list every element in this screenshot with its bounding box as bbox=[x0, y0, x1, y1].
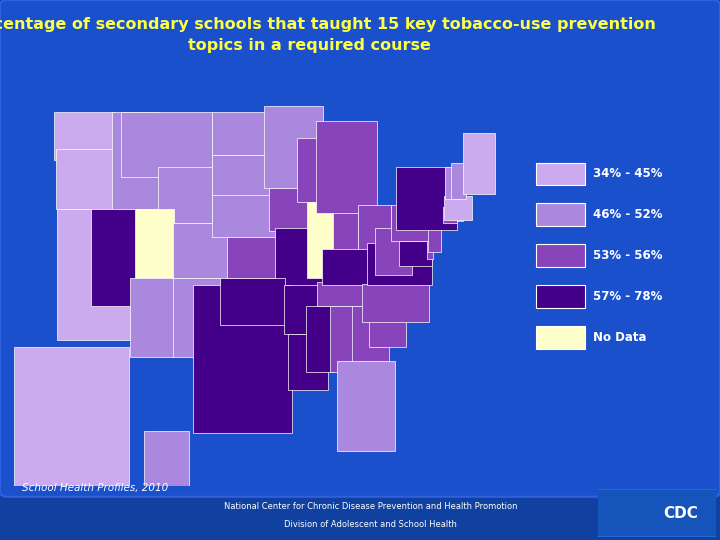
FancyBboxPatch shape bbox=[14, 347, 129, 486]
Bar bbox=[536, 285, 585, 308]
FancyBboxPatch shape bbox=[297, 138, 343, 202]
FancyBboxPatch shape bbox=[275, 228, 325, 292]
FancyBboxPatch shape bbox=[322, 249, 380, 285]
FancyBboxPatch shape bbox=[91, 209, 136, 306]
Text: No Data: No Data bbox=[593, 330, 647, 343]
FancyBboxPatch shape bbox=[369, 303, 406, 347]
FancyBboxPatch shape bbox=[397, 167, 456, 230]
FancyBboxPatch shape bbox=[54, 112, 114, 160]
FancyBboxPatch shape bbox=[427, 239, 433, 259]
FancyBboxPatch shape bbox=[144, 430, 189, 486]
FancyBboxPatch shape bbox=[192, 285, 292, 433]
FancyBboxPatch shape bbox=[135, 209, 174, 278]
Text: 57% - 78%: 57% - 78% bbox=[593, 290, 662, 303]
FancyBboxPatch shape bbox=[227, 237, 284, 278]
Text: Division of Adolescent and School Health: Division of Adolescent and School Health bbox=[284, 520, 457, 529]
Text: School Health Profiles, 2010: School Health Profiles, 2010 bbox=[22, 483, 168, 494]
Bar bbox=[536, 163, 585, 185]
FancyBboxPatch shape bbox=[399, 241, 432, 266]
FancyBboxPatch shape bbox=[456, 209, 463, 221]
Text: CDC: CDC bbox=[663, 505, 698, 521]
FancyBboxPatch shape bbox=[212, 112, 269, 155]
Text: topics in a required course: topics in a required course bbox=[188, 38, 431, 53]
FancyBboxPatch shape bbox=[337, 361, 395, 451]
Bar bbox=[536, 326, 585, 348]
FancyBboxPatch shape bbox=[451, 163, 466, 199]
FancyBboxPatch shape bbox=[112, 112, 159, 209]
FancyBboxPatch shape bbox=[212, 155, 269, 202]
FancyBboxPatch shape bbox=[444, 197, 472, 220]
Text: National Center for Chronic Disease Prevention and Health Promotion: National Center for Chronic Disease Prev… bbox=[224, 502, 518, 511]
Text: 53% - 56%: 53% - 56% bbox=[593, 249, 663, 262]
FancyBboxPatch shape bbox=[362, 284, 429, 322]
FancyBboxPatch shape bbox=[55, 149, 117, 209]
FancyBboxPatch shape bbox=[174, 222, 228, 278]
FancyBboxPatch shape bbox=[375, 228, 413, 275]
FancyBboxPatch shape bbox=[316, 122, 377, 213]
FancyBboxPatch shape bbox=[443, 207, 457, 222]
FancyBboxPatch shape bbox=[306, 306, 333, 373]
FancyBboxPatch shape bbox=[289, 334, 328, 390]
FancyBboxPatch shape bbox=[269, 188, 318, 231]
Text: Percentage of secondary schools that taught 15 key tobacco-use prevention: Percentage of secondary schools that tau… bbox=[0, 17, 656, 32]
FancyBboxPatch shape bbox=[445, 167, 459, 199]
FancyBboxPatch shape bbox=[352, 306, 389, 369]
FancyBboxPatch shape bbox=[307, 202, 338, 278]
FancyBboxPatch shape bbox=[330, 306, 358, 373]
FancyBboxPatch shape bbox=[121, 112, 212, 177]
FancyBboxPatch shape bbox=[333, 212, 359, 267]
FancyBboxPatch shape bbox=[220, 278, 285, 325]
FancyBboxPatch shape bbox=[174, 278, 220, 357]
FancyBboxPatch shape bbox=[212, 195, 279, 237]
FancyBboxPatch shape bbox=[366, 244, 431, 285]
FancyBboxPatch shape bbox=[463, 132, 495, 193]
Text: 46% - 52%: 46% - 52% bbox=[593, 208, 663, 221]
Text: 34% - 45%: 34% - 45% bbox=[593, 167, 663, 180]
FancyBboxPatch shape bbox=[264, 106, 323, 188]
FancyBboxPatch shape bbox=[284, 285, 322, 334]
FancyBboxPatch shape bbox=[391, 205, 436, 241]
Bar bbox=[536, 204, 585, 226]
FancyBboxPatch shape bbox=[317, 282, 383, 306]
FancyBboxPatch shape bbox=[428, 217, 441, 252]
FancyBboxPatch shape bbox=[57, 209, 135, 340]
FancyBboxPatch shape bbox=[130, 278, 174, 357]
FancyBboxPatch shape bbox=[158, 167, 212, 222]
FancyBboxPatch shape bbox=[359, 205, 391, 259]
FancyBboxPatch shape bbox=[594, 489, 720, 537]
Bar bbox=[536, 244, 585, 267]
